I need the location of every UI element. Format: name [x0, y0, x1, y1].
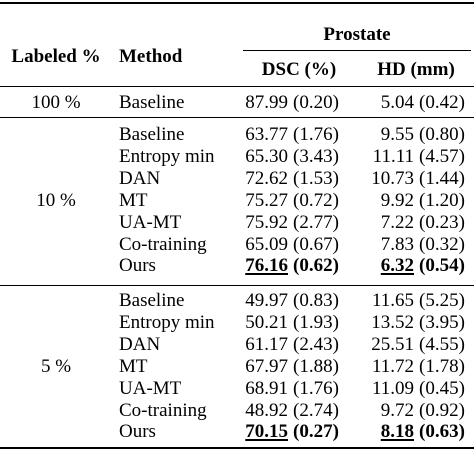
hd-value: 9.92 [380, 189, 414, 211]
method-cell: Entropy min [119, 311, 215, 333]
method-cell: Baseline [119, 92, 185, 113]
hd-sd: (4.57) [419, 145, 465, 167]
hd-value: 7.22 [380, 211, 414, 233]
dsc-value: 63.77 [245, 124, 288, 145]
method-cell: UA-MT [119, 211, 182, 233]
dsc-value: 76.16 [245, 255, 288, 277]
dsc-sd: (2.43) [293, 333, 339, 355]
dsc-value: 75.27 [245, 189, 288, 211]
dsc-value: 70.15 [245, 421, 288, 443]
hd-value: 13.52 [371, 311, 414, 333]
hd-sd: (1.78) [419, 355, 465, 377]
hd-sd: (3.95) [419, 311, 465, 333]
hd-sd: (5.25) [419, 290, 465, 311]
hd-value: 8.18 [380, 421, 414, 443]
method-cell: Baseline [119, 124, 185, 145]
header-hd: HD (mm) [377, 59, 455, 80]
dsc-value: 65.09 [245, 233, 288, 255]
hd-value: 11.65 [371, 290, 414, 311]
header-prostate: Prostate [323, 24, 391, 45]
section-label: 5 % [40, 355, 72, 377]
dsc-sd: (1.93) [293, 311, 339, 333]
hd-sd: (0.63) [419, 421, 465, 443]
dsc-sd: (0.72) [293, 189, 339, 211]
hd-sd: (0.92) [419, 399, 465, 421]
hd-value: 11.11 [372, 145, 414, 167]
bottom-rule [0, 447, 474, 449]
hd-sd: (0.32) [419, 233, 465, 255]
hd-value: 25.51 [371, 333, 414, 355]
hd-sd: (0.80) [419, 124, 465, 145]
section-rule-2 [0, 285, 474, 286]
dsc-sd: (0.20) [293, 92, 339, 113]
method-cell: MT [119, 189, 148, 211]
method-cell: UA-MT [119, 377, 182, 399]
hd-value: 10.73 [371, 167, 414, 189]
dsc-sd: (2.77) [293, 211, 339, 233]
prostate-underline [243, 50, 471, 51]
dsc-sd: (3.43) [293, 145, 339, 167]
method-cell: DAN [119, 167, 161, 189]
dsc-sd: (0.62) [293, 255, 339, 277]
method-cell: Baseline [119, 290, 185, 311]
dsc-value: 61.17 [245, 333, 288, 355]
hd-sd: (0.54) [419, 255, 465, 277]
dsc-value: 72.62 [245, 167, 288, 189]
header-rule [0, 86, 474, 87]
hd-value: 9.55 [380, 124, 414, 145]
dsc-sd: (1.76) [293, 124, 339, 145]
hd-value: 5.04 [380, 92, 414, 113]
section-label: 10 % [36, 189, 76, 211]
dsc-sd: (1.76) [293, 377, 339, 399]
dsc-value: 65.30 [245, 145, 288, 167]
header-dsc: DSC (%) [261, 59, 337, 80]
method-cell: Ours [119, 255, 156, 277]
hd-sd: (1.20) [419, 189, 465, 211]
dsc-value: 48.92 [245, 399, 288, 421]
dsc-sd: (1.88) [293, 355, 339, 377]
dsc-value: 49.97 [245, 290, 288, 311]
top-rule [0, 2, 474, 4]
hd-value: 6.32 [380, 255, 414, 277]
method-cell: Co-training [119, 233, 207, 255]
header-method: Method [119, 46, 183, 67]
hd-sd: (4.55) [419, 333, 465, 355]
dsc-sd: (0.27) [293, 421, 339, 443]
dsc-value: 87.99 [245, 92, 288, 113]
dsc-sd: (1.53) [293, 167, 339, 189]
dsc-value: 67.97 [245, 355, 288, 377]
hd-value: 9.72 [380, 399, 414, 421]
dsc-sd: (0.83) [293, 290, 339, 311]
hd-sd: (0.45) [419, 377, 465, 399]
section-rule-1 [0, 117, 474, 118]
hd-sd: (0.42) [419, 92, 465, 113]
method-cell: MT [119, 355, 148, 377]
dsc-sd: (2.74) [293, 399, 339, 421]
hd-value: 7.83 [380, 233, 414, 255]
header-labeled: Labeled % [11, 46, 101, 67]
method-cell: DAN [119, 333, 161, 355]
section-label: 100 % [31, 92, 81, 113]
method-cell: Entropy min [119, 145, 215, 167]
method-cell: Ours [119, 421, 156, 443]
hd-value: 11.72 [371, 355, 414, 377]
dsc-sd: (0.67) [293, 233, 339, 255]
hd-value: 11.09 [371, 377, 414, 399]
hd-sd: (0.23) [419, 211, 465, 233]
method-cell: Co-training [119, 399, 207, 421]
hd-sd: (1.44) [419, 167, 465, 189]
dsc-value: 50.21 [245, 311, 288, 333]
dsc-value: 68.91 [245, 377, 288, 399]
dsc-value: 75.92 [245, 211, 288, 233]
